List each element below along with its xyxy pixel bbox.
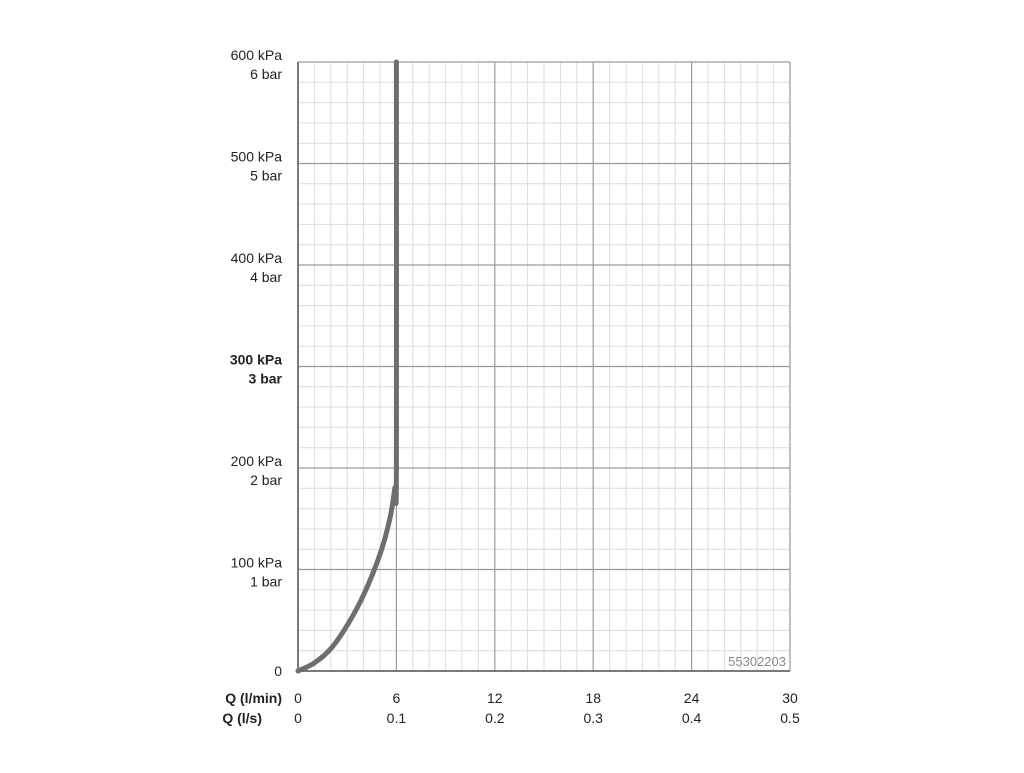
y-tick-label-bar: 1 bar [250,574,282,590]
x-tick-label-lmin: 18 [585,690,601,706]
x-axis-label-lmin: Q (l/min) [225,690,282,706]
x-tick-label-ls: 0.4 [682,710,702,726]
y-tick-label-bar: 2 bar [250,472,282,488]
x-tick-label-ls: 0 [294,710,302,726]
y-tick-label-kpa: 200 kPa [231,453,283,469]
part-number-label: 55302203 [728,654,786,669]
x-tick-label-lmin: 6 [393,690,401,706]
y-tick-label: 0 [274,663,282,679]
x-tick-label-lmin: 0 [294,690,302,706]
y-tick-label-bar: 4 bar [250,269,282,285]
x-tick-label-ls: 0.3 [583,710,603,726]
x-tick-label-lmin: 24 [684,690,700,706]
x-tick-label-ls: 0.5 [780,710,800,726]
series-line-0 [295,59,400,674]
y-tick-label-kpa: 600 kPa [231,47,283,63]
y-tick-label-kpa: 500 kPa [231,149,283,165]
y-tick-label-kpa: 100 kPa [231,555,283,571]
x-tick-label-ls: 0.1 [387,710,407,726]
x-tick-label-lmin: 30 [782,690,798,706]
y-tick-label-kpa: 300 kPa [230,352,282,368]
x-tick-label-lmin: 12 [487,690,503,706]
x-axis-label-ls: Q (l/s) [222,710,262,726]
y-tick-label-kpa: 400 kPa [231,250,283,266]
y-tick-label-bar: 5 bar [250,168,282,184]
x-tick-label-ls: 0.2 [485,710,505,726]
y-tick-label-bar: 6 bar [250,66,282,82]
y-tick-label-bar: 3 bar [249,371,283,387]
